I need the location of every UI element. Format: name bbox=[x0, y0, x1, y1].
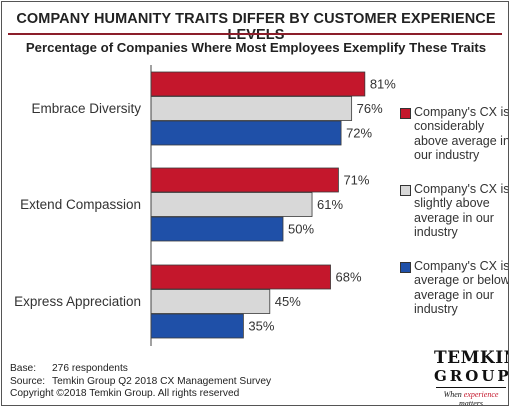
logo-line-1: TEMKIN bbox=[434, 348, 508, 368]
bar-embrace-diversity-slightly-above bbox=[150, 96, 353, 121]
data-label-extend-compassion-slightly-above: 61% bbox=[317, 197, 343, 212]
legend-label-average-or-below: Company's CX is average or below average… bbox=[414, 259, 509, 316]
legend-label-considerably-above: Company's CX is considerably above avera… bbox=[414, 105, 509, 162]
data-label-express-appreciation-average-or-below: 35% bbox=[248, 319, 274, 334]
logo-tagline-end: matters bbox=[459, 399, 483, 406]
temkin-group-logo: TEMKIN GROUP When experience matters bbox=[434, 344, 509, 406]
chart-title: Company Humanity Traits Differ By Custom… bbox=[16, 11, 496, 43]
chart-subtitle: Percentage of Companies Where Most Emplo… bbox=[25, 40, 487, 55]
legend-item-slightly-above: Company's CX is slightly above average i… bbox=[400, 182, 509, 239]
bar-extend-compassion-considerably-above bbox=[150, 167, 339, 193]
footer-source-label: Source: bbox=[10, 375, 46, 387]
legend-label-slightly-above: Company's CX is slightly above average i… bbox=[414, 182, 509, 239]
bar-chart: 81% 76% 72% Embrace Diversity 71%61%50% Exten… bbox=[14, 65, 396, 346]
plot-area: 81% 76% 72% Embrace Diversity 71%61%50% Exten… bbox=[14, 65, 396, 346]
bar-extend-compassion-average-or-below bbox=[150, 216, 284, 242]
legend-swatch-average-or-below bbox=[400, 262, 411, 273]
footer-copyright: Copyright ©2018 Temkin Group. All rights… bbox=[10, 388, 240, 400]
data-label-extend-compassion-considerably-above: 71% bbox=[343, 173, 369, 188]
footer-base-label: Base: bbox=[10, 363, 37, 374]
category-label-extend-compassion: Extend Compassion bbox=[20, 197, 141, 212]
logo-tagline: When experience matters bbox=[434, 390, 508, 406]
bar-embrace-diversity-average-or-below bbox=[150, 120, 342, 146]
data-label-express-appreciation-slightly-above: 45% bbox=[275, 294, 301, 309]
footer-source-value: Temkin Group Q2 2018 CX Management Surve… bbox=[52, 375, 272, 387]
data-label-extend-compassion-average-or-below: 50% bbox=[288, 222, 314, 237]
logo-line-2: GROUP bbox=[434, 367, 509, 385]
legend-item-considerably-above: Company's CX is considerably above avera… bbox=[400, 105, 509, 162]
bar-embrace-diversity-considerably-above bbox=[150, 71, 366, 97]
footer-source: Source: Temkin Group Q2 2018 CX Managemen… bbox=[10, 376, 271, 389]
legend-swatch-slightly-above bbox=[400, 185, 411, 196]
logo-tagline-accent: experience bbox=[463, 390, 499, 399]
legend-item-average-or-below: Company's CX is average or below average… bbox=[400, 259, 509, 316]
logo-tagline-start: When bbox=[443, 390, 464, 399]
data-label-express-appreciation-considerably-above: 68% bbox=[336, 270, 362, 285]
footer-base-value: 276 respondents bbox=[52, 363, 128, 374]
category-label-embrace-diversity: Embrace Diversity bbox=[31, 101, 141, 116]
data-label-embrace-diversity-considerably-above: 81% bbox=[370, 77, 396, 92]
bar-express-appreciation-average-or-below bbox=[150, 313, 244, 339]
footer-base: Base: 276 respondents bbox=[10, 363, 271, 376]
bar-extend-compassion-slightly-above bbox=[150, 192, 313, 217]
title-underline bbox=[8, 33, 502, 35]
logo-divider bbox=[436, 387, 506, 388]
bar-express-appreciation-considerably-above bbox=[150, 264, 331, 290]
bar-express-appreciation-slightly-above bbox=[150, 289, 271, 314]
legend-swatch-considerably-above bbox=[400, 108, 411, 119]
data-label-embrace-diversity-average-or-below: 72% bbox=[346, 126, 372, 141]
chart-footer: Base: 276 respondents Source: Temkin Group… bbox=[10, 363, 271, 401]
data-label-embrace-diversity-slightly-above: 76% bbox=[357, 101, 383, 116]
category-label-express-appreciation: Express Appreciation bbox=[14, 294, 141, 309]
